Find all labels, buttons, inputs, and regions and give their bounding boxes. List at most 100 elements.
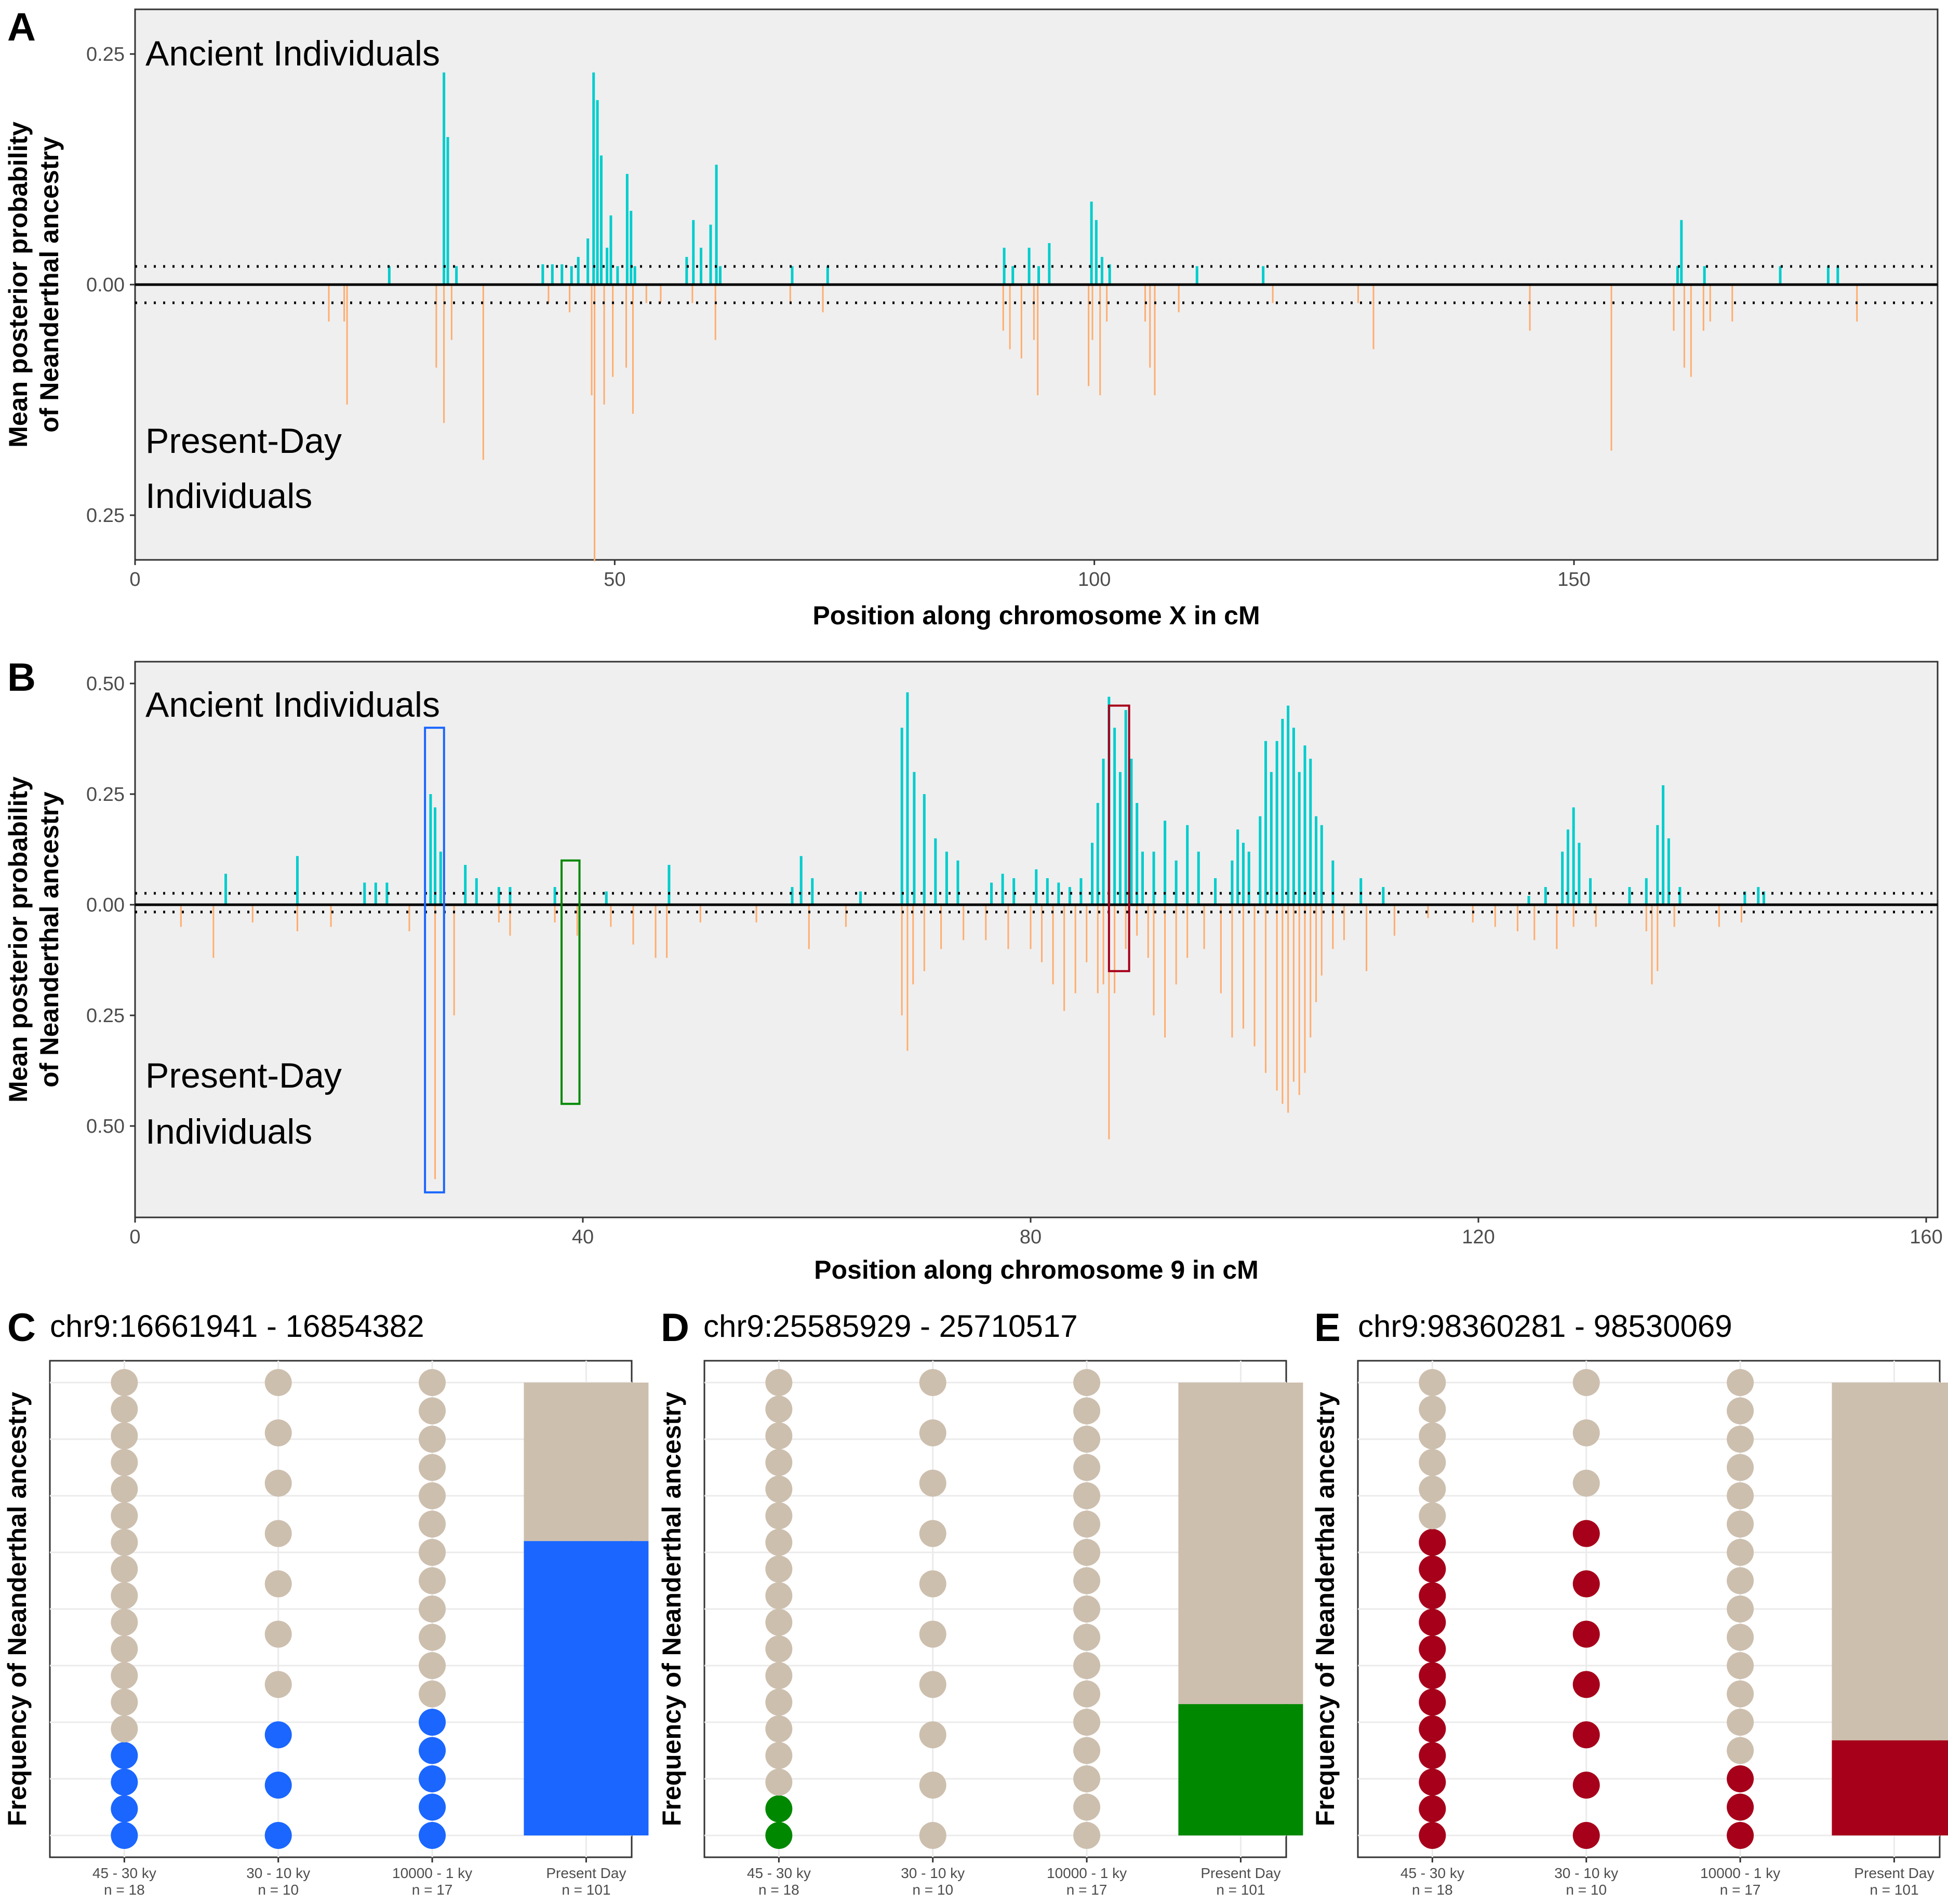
sample-size-label: n = 101: [1870, 1882, 1918, 1898]
ancient-bar: [596, 100, 599, 285]
non-neanderthal-sample-dot: [1727, 1426, 1754, 1453]
panel-a-x-axis-title: Position along chromosome X in cM: [812, 601, 1260, 630]
panel-c-y-axis-title: Frequency of Neanderthal ancestry: [3, 1392, 32, 1827]
present-day-bar: [434, 905, 436, 1179]
panel-b-ytick-label: 0.25: [86, 784, 125, 806]
ancient-bar: [1743, 891, 1746, 905]
non-neanderthal-sample-dot: [919, 1721, 946, 1749]
non-neanderthal-sample-dot: [1073, 1680, 1101, 1708]
neanderthal-sample-dot: [1727, 1822, 1754, 1849]
non-neanderthal-sample-dot: [765, 1476, 793, 1503]
non-neanderthal-sample-dot: [765, 1715, 793, 1742]
present-day-bar: [180, 905, 182, 927]
non-neanderthal-sample-dot: [419, 1397, 446, 1425]
non-neanderthal-sample-dot: [1727, 1510, 1754, 1538]
neanderthal-sample-dot: [1419, 1635, 1446, 1662]
ancient-bar: [551, 264, 554, 285]
present-day-bar: [1357, 285, 1359, 303]
category-label: Present Day: [1200, 1865, 1280, 1881]
ancient-bar: [439, 851, 442, 905]
present-day-bar: [1242, 905, 1244, 1029]
neanderthal-sample-dot: [419, 1765, 446, 1792]
ancient-bar: [923, 794, 926, 905]
neanderthal-sample-dot: [1572, 1822, 1600, 1849]
present-day-bar: [1009, 285, 1011, 350]
present-day-bar: [450, 285, 452, 340]
non-neanderthal-sample-dot: [1073, 1510, 1101, 1538]
ancient-bar: [1589, 878, 1592, 905]
present-day-neanderthal-bar: [524, 1541, 649, 1835]
non-neanderthal-sample-dot: [264, 1419, 292, 1446]
panel-b-present-label-line2: Individuals: [145, 1112, 312, 1151]
non-neanderthal-sample-dot: [1073, 1595, 1101, 1623]
non-neanderthal-sample-dot: [111, 1635, 138, 1662]
ancient-bar: [1231, 860, 1234, 905]
present-day-bar: [1097, 905, 1099, 994]
ancient-bar: [586, 238, 590, 285]
ancient-bar: [1578, 842, 1581, 905]
category-label: 45 - 30 ky: [1400, 1865, 1464, 1881]
ancient-bar: [709, 224, 712, 285]
present-day-bar: [1203, 905, 1205, 949]
present-day-bar: [1610, 285, 1612, 451]
panel-b-x-axis: 0 40 80 120 160: [129, 1217, 1943, 1248]
neanderthal-sample-dot: [1727, 1793, 1754, 1821]
non-neanderthal-sample-dot: [919, 1822, 946, 1849]
present-day-bar: [1272, 285, 1274, 303]
present-day-bar: [1702, 285, 1704, 331]
ancient-bar: [625, 173, 629, 285]
ancient-bar: [592, 72, 595, 285]
sample-size-label: n = 18: [1412, 1882, 1453, 1898]
non-neanderthal-sample-dot: [919, 1772, 946, 1799]
panel-c-marks: [111, 1369, 649, 1849]
sample-size-label: n = 10: [1566, 1882, 1607, 1898]
present-day-bar: [1709, 285, 1711, 322]
non-neanderthal-sample-dot: [765, 1449, 793, 1476]
non-neanderthal-sample-dot: [919, 1570, 946, 1598]
ancient-bar: [455, 266, 458, 285]
present-day-bar: [1572, 905, 1575, 927]
panel-b-letter: B: [7, 655, 36, 700]
present-day-bar: [296, 905, 298, 932]
highlight-box: [424, 727, 445, 1194]
ancient-bar: [1028, 247, 1031, 285]
present-day-bar: [1494, 905, 1496, 927]
present-day-bar: [845, 905, 847, 927]
ancient-bar: [224, 874, 228, 905]
present-day-non-neanderthal-bar: [524, 1383, 649, 1541]
present-day-bar: [1595, 905, 1597, 927]
ancient-bar: [791, 887, 794, 905]
ancient-bar: [1046, 878, 1049, 905]
present-day-bar: [1427, 905, 1429, 918]
present-day-bar: [1106, 285, 1108, 322]
neanderthal-sample-dot: [264, 1721, 292, 1749]
ancient-bar: [1113, 728, 1116, 905]
present-day-bar: [328, 285, 330, 322]
present-day-bar: [1108, 905, 1110, 1139]
present-day-bar: [1007, 905, 1009, 949]
ancient-bar: [1275, 741, 1278, 905]
present-day-bar: [1332, 905, 1334, 949]
ancient-bar: [1703, 266, 1706, 285]
present-day-bar: [1287, 905, 1289, 1113]
highlight-box: [561, 859, 581, 1105]
ancient-bar: [609, 215, 612, 285]
present-day-bar: [1304, 905, 1306, 1073]
non-neanderthal-sample-dot: [765, 1502, 793, 1530]
neanderthal-sample-dot: [1419, 1715, 1446, 1742]
non-neanderthal-sample-dot: [1073, 1793, 1101, 1821]
sample-size-label: n = 17: [1720, 1882, 1761, 1898]
ancient-bar: [1678, 887, 1682, 905]
non-neanderthal-sample-dot: [1727, 1624, 1754, 1651]
present-day-bar: [346, 285, 348, 405]
sample-size-label: n = 101: [562, 1882, 610, 1898]
neanderthal-sample-dot: [1419, 1688, 1446, 1716]
present-day-bar: [610, 905, 612, 927]
non-neanderthal-sample-dot: [1073, 1737, 1101, 1764]
present-day-bar: [1088, 285, 1090, 386]
present-day-bar: [1645, 905, 1647, 932]
ancient-bar: [1195, 266, 1198, 285]
ancient-bar: [1309, 758, 1312, 905]
non-neanderthal-sample-dot: [1727, 1482, 1754, 1509]
present-day-bar: [408, 905, 410, 932]
